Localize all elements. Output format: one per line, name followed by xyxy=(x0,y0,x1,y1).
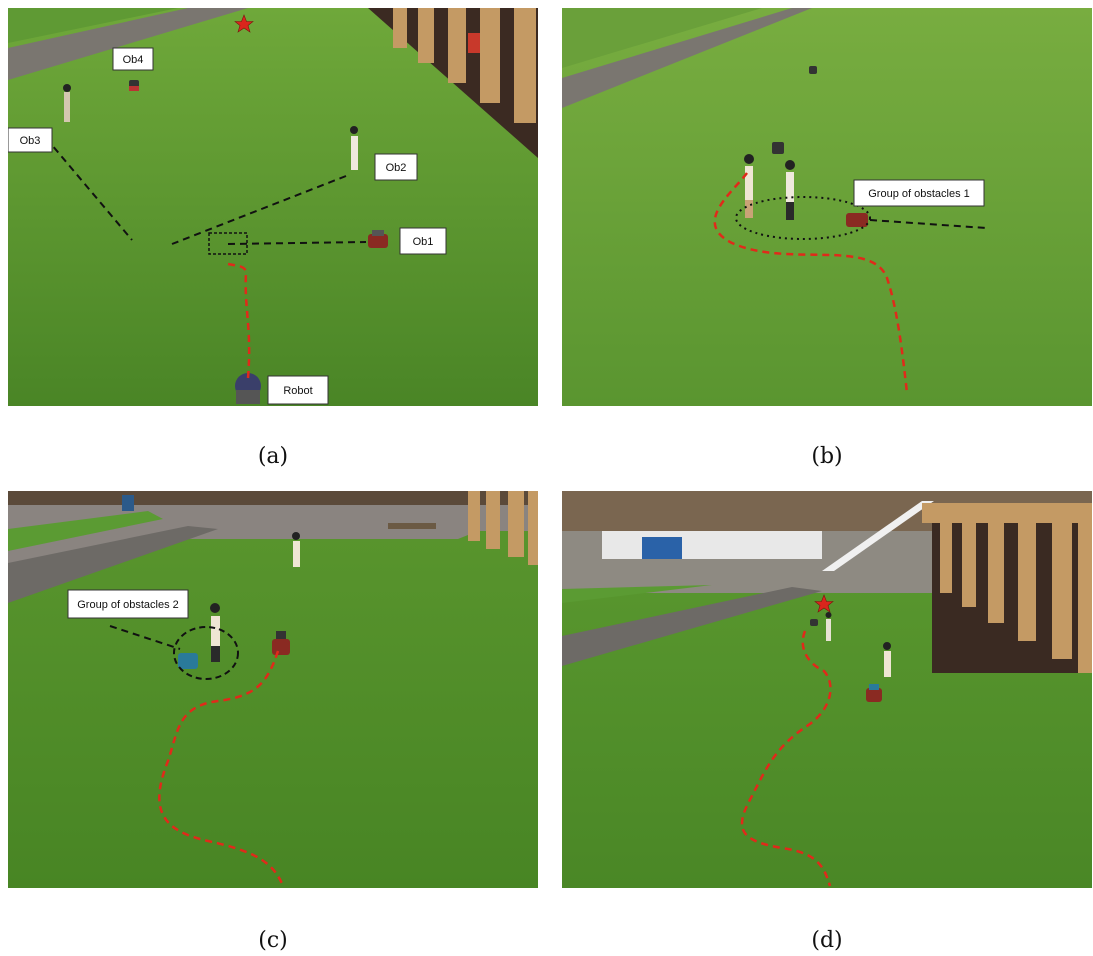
svg-text:Ob2: Ob2 xyxy=(386,162,407,174)
robot-path xyxy=(227,262,251,379)
robot-group xyxy=(178,653,198,669)
robot-far xyxy=(810,619,818,626)
svg-text:Group of obstacles 2: Group of obstacles 2 xyxy=(77,599,179,611)
caption-d: (d) xyxy=(811,928,843,953)
person-1 xyxy=(744,154,754,218)
person-ob3 xyxy=(63,84,71,122)
stone-walkway xyxy=(8,8,248,80)
svg-text:Ob4: Ob4 xyxy=(123,54,144,66)
panel-c: Group of obstacles 2 xyxy=(8,491,538,888)
person-far xyxy=(292,532,300,567)
lawn-border xyxy=(562,8,762,68)
lawn-border xyxy=(8,8,178,43)
robot-group xyxy=(846,213,868,227)
person-2 xyxy=(785,160,795,220)
robot-right xyxy=(272,631,290,655)
background-buildings xyxy=(562,491,1092,673)
group-ellipse xyxy=(735,196,871,240)
label-robot: Robot xyxy=(267,375,329,405)
lawn-border xyxy=(8,511,163,551)
caption-c: (c) xyxy=(258,928,288,953)
label-group: Group of obstacles 2 xyxy=(67,589,189,619)
person-group xyxy=(210,603,220,662)
panel-b: Group of obstacles 1 xyxy=(562,8,1092,406)
grass-field xyxy=(562,8,1092,406)
robot-main xyxy=(235,373,261,404)
robot-ob4 xyxy=(129,80,139,91)
building-colonnade xyxy=(368,8,538,158)
robot-path xyxy=(158,650,285,887)
group-ellipse xyxy=(173,626,239,680)
star-icon xyxy=(234,14,254,33)
person-right xyxy=(883,642,891,677)
guide-group xyxy=(109,625,181,650)
robot-far xyxy=(809,66,817,74)
caption-b: (b) xyxy=(811,444,843,469)
robot-path xyxy=(740,630,832,887)
robot-ob1 xyxy=(368,230,388,248)
guide-ob3 xyxy=(45,137,133,241)
label-ob2: Ob2 xyxy=(374,153,418,181)
stone-walkway xyxy=(8,526,218,603)
robot-path xyxy=(713,172,909,394)
label-ob1: Ob1 xyxy=(399,227,447,255)
robot-mid xyxy=(772,142,784,154)
panel-d xyxy=(562,491,1092,888)
guide-group xyxy=(869,219,987,229)
stone-walkway xyxy=(562,587,822,666)
person-near-star xyxy=(825,612,832,641)
label-ob4: Ob4 xyxy=(112,47,154,71)
svg-text:Group of obstacles 1: Group of obstacles 1 xyxy=(868,188,970,200)
lawn-border xyxy=(562,585,712,603)
panel-a: Ob4 Ob3 Ob2 Ob1 Robot xyxy=(8,8,538,406)
label-group: Group of obstacles 1 xyxy=(853,179,985,207)
building-colonnade xyxy=(8,491,538,565)
robot-box xyxy=(208,232,248,255)
label-ob3: Ob3 xyxy=(8,127,53,153)
star-icon xyxy=(814,594,834,613)
stone-walkway xyxy=(562,8,812,108)
person-ob2 xyxy=(350,126,358,170)
svg-text:Ob3: Ob3 xyxy=(20,135,41,147)
robot-right xyxy=(866,684,882,702)
caption-a: (a) xyxy=(257,444,289,469)
svg-text:Robot: Robot xyxy=(283,385,312,397)
svg-text:Ob1: Ob1 xyxy=(413,236,434,248)
